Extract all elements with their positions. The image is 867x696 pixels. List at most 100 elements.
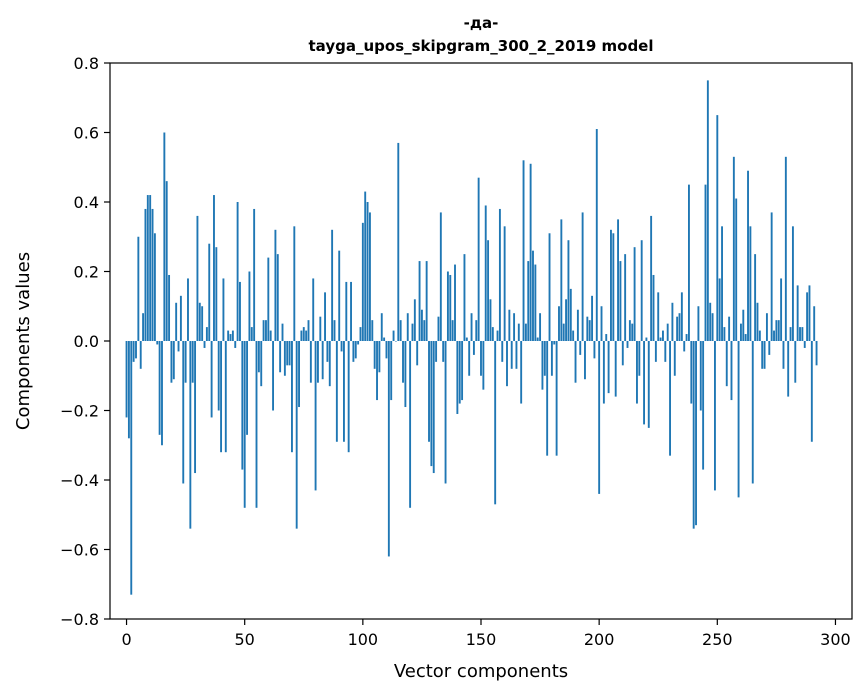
bar-19	[170, 341, 173, 383]
bar-284	[796, 285, 799, 341]
bar-181	[553, 341, 556, 345]
bar-1	[127, 341, 130, 439]
bar-145	[468, 341, 471, 376]
bar-178	[546, 341, 549, 456]
bar-167	[520, 341, 523, 404]
bar-142	[461, 341, 464, 401]
bar-216	[636, 341, 638, 404]
bar-152	[484, 205, 487, 341]
bar-229	[666, 323, 669, 342]
bar-82	[319, 316, 322, 341]
bar-191	[576, 309, 579, 341]
bar-198	[593, 341, 596, 359]
bar-218	[640, 240, 643, 341]
bar-291	[813, 306, 816, 341]
bar-115	[397, 142, 400, 341]
bar-176	[541, 341, 544, 390]
bar-39	[217, 341, 220, 411]
bar-174	[536, 337, 539, 341]
bar-260	[739, 323, 742, 342]
bar-35	[208, 243, 211, 341]
bar-283	[794, 341, 797, 383]
bar-27	[189, 341, 192, 529]
bar-109	[383, 337, 386, 341]
bar-121	[411, 323, 414, 342]
bar-214	[631, 323, 634, 342]
bar-171	[529, 163, 532, 341]
y-tick-label: −0.6	[60, 541, 99, 560]
bar-292	[815, 341, 818, 366]
bar-220	[645, 337, 648, 341]
bar-240	[692, 341, 695, 529]
bar-series	[125, 80, 818, 595]
bar-205	[610, 229, 612, 341]
bar-124	[418, 261, 421, 341]
bar-92	[343, 341, 345, 442]
bar-7	[142, 313, 145, 341]
bar-117	[402, 341, 404, 383]
bar-153	[487, 240, 490, 341]
bar-62	[272, 341, 274, 411]
bar-179	[548, 233, 551, 341]
bar-33	[203, 341, 206, 348]
bar-247	[709, 302, 712, 341]
bar-131	[435, 341, 438, 362]
x-tick-label: 0	[121, 630, 131, 649]
bar-3	[132, 341, 135, 362]
bar-100	[361, 222, 364, 341]
bar-98	[357, 341, 360, 345]
bar-250	[716, 115, 719, 342]
bar-281	[789, 327, 792, 341]
y-tick-label: −0.8	[60, 610, 99, 629]
bar-18	[168, 274, 171, 341]
bar-45	[231, 330, 234, 341]
bar-211	[624, 254, 627, 342]
bar-55	[255, 341, 258, 508]
bar-192	[579, 341, 582, 355]
y-tick-label: 0.2	[74, 263, 99, 282]
bar-134	[442, 341, 445, 362]
bar-133	[439, 212, 442, 341]
bar-169	[524, 323, 527, 342]
bar-139	[454, 264, 456, 341]
bar-258	[735, 198, 738, 341]
bar-238	[688, 184, 690, 342]
bar-4	[135, 341, 137, 359]
bar-231	[671, 302, 674, 341]
bar-17	[165, 181, 168, 341]
bar-57	[260, 341, 263, 387]
bar-286	[801, 327, 804, 341]
bar-93	[345, 281, 348, 341]
bar-23	[179, 295, 182, 341]
bar-123	[416, 341, 419, 366]
bar-196	[588, 320, 591, 341]
bar-44	[229, 334, 232, 341]
bar-9	[146, 195, 149, 341]
bar-36	[210, 341, 213, 418]
bar-83	[321, 341, 324, 380]
bar-197	[591, 295, 594, 341]
bar-232	[673, 341, 676, 376]
bar-161	[506, 341, 508, 387]
bar-255	[728, 316, 731, 341]
bar-289	[808, 285, 811, 341]
bar-184	[560, 219, 563, 341]
bar-253	[723, 327, 726, 341]
bar-74	[300, 330, 303, 341]
bar-162	[508, 309, 511, 341]
bar-202	[602, 341, 605, 404]
bar-224	[654, 341, 657, 362]
bar-155	[491, 327, 494, 341]
bar-125	[420, 309, 423, 341]
bar-101	[364, 191, 367, 341]
bar-199	[595, 129, 598, 341]
bar-267	[756, 302, 759, 341]
bar-164	[513, 313, 516, 341]
bar-97	[354, 341, 357, 359]
bar-235	[680, 292, 683, 341]
x-tick-label: 300	[820, 630, 851, 649]
bar-203	[605, 334, 608, 341]
bar-172	[532, 250, 534, 341]
bar-208	[617, 219, 619, 341]
y-tick-label: 0.0	[74, 332, 99, 351]
